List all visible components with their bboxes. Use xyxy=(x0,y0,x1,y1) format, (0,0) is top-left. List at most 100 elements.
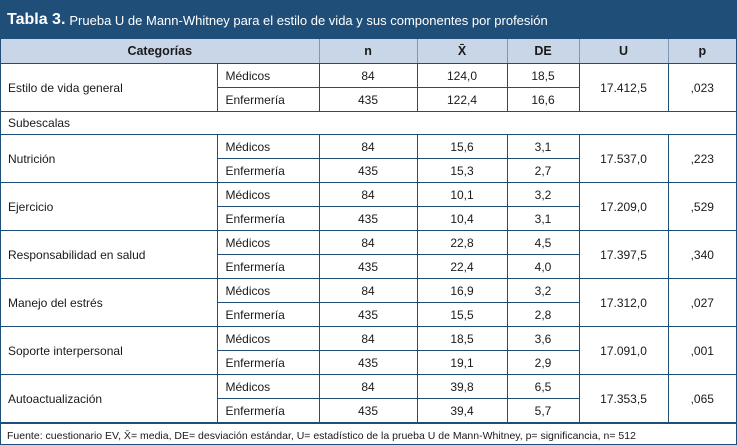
profession-cell: Enfermería xyxy=(217,302,320,327)
mean-cell: 15,5 xyxy=(416,302,508,327)
profession-cell: Enfermería xyxy=(217,158,320,183)
mean-cell: 39,8 xyxy=(416,374,508,399)
mean-cell: 10,4 xyxy=(416,206,508,231)
subscales-row: Subescalas xyxy=(1,111,737,135)
subscales-label: Subescalas xyxy=(1,111,737,135)
p-cell: ,027 xyxy=(667,278,737,327)
header-mean: X̄ xyxy=(416,39,508,64)
category-label: Manejo del estrés xyxy=(1,278,218,327)
table-row: Soporte interpersonal Médicos 84 18,5 3,6 17.… xyxy=(1,326,737,375)
de-cell: 3,2 xyxy=(506,278,580,303)
table-row: Responsabilidad en salud Médicos 84 22,8 4,5… xyxy=(1,230,737,279)
n-cell: 84 xyxy=(318,374,418,399)
mean-cell: 15,6 xyxy=(416,134,508,159)
header-categorias: Categorías xyxy=(1,39,320,64)
profession-cell: Médicos xyxy=(216,182,320,207)
n-cell: 435 xyxy=(318,87,418,112)
table-row: Enfermería 435 15,5 2,8 xyxy=(1,302,736,327)
profession-cell: Médicos xyxy=(216,278,320,303)
mean-cell: 39,4 xyxy=(416,398,508,423)
profession-cell: Enfermería xyxy=(217,350,320,375)
table-number: Tabla 3. xyxy=(7,11,66,28)
u-cell: 17.397,5 xyxy=(578,230,669,279)
table-title: Tabla 3. Prueba U de Mann-Whitney para e… xyxy=(1,1,736,39)
de-cell: 2,8 xyxy=(506,302,580,327)
n-cell: 84 xyxy=(318,182,418,207)
n-cell: 84 xyxy=(318,278,418,303)
u-cell: 17.312,0 xyxy=(578,278,669,327)
n-cell: 84 xyxy=(318,63,418,88)
table-row: Nutrición Médicos 84 15,6 3,1 17.537,0,223 xyxy=(1,134,737,183)
de-cell: 3,1 xyxy=(506,206,580,231)
table-row: Enfermería 435 39,4 5,7 xyxy=(1,398,736,423)
de-cell: 16,6 xyxy=(506,87,580,112)
mean-cell: 22,4 xyxy=(416,254,508,279)
table-row: Autoactualización Médicos 84 39,8 6,5 17.353,… xyxy=(1,374,737,423)
p-cell: ,340 xyxy=(667,230,737,279)
profession-cell: Médicos xyxy=(216,374,320,399)
n-cell: 435 xyxy=(318,206,418,231)
n-cell: 435 xyxy=(318,302,418,327)
profession-cell: Enfermería xyxy=(217,398,320,423)
u-cell: 17.537,0 xyxy=(578,134,669,183)
header-n: n xyxy=(318,39,418,64)
p-cell: ,223 xyxy=(667,134,737,183)
mean-cell: 122,4 xyxy=(416,87,508,112)
table-footnote: Fuente: cuestionario EV, X̄= media, DE= … xyxy=(1,423,736,442)
n-cell: 84 xyxy=(318,134,418,159)
profession-cell: Médicos xyxy=(216,134,320,159)
results-table: Categorías n X̄ DE U p Estilo de vida ge… xyxy=(1,39,737,423)
n-cell: 435 xyxy=(318,254,418,279)
de-cell: 18,5 xyxy=(506,63,580,88)
table-row: Enfermería 435 22,4 4,0 xyxy=(1,254,736,279)
profession-cell: Médicos xyxy=(216,230,320,255)
n-cell: 435 xyxy=(318,350,418,375)
de-cell: 3,6 xyxy=(506,326,580,351)
mean-cell: 124,0 xyxy=(416,63,508,88)
table-row: Enfermería 435 10,4 3,1 xyxy=(1,206,736,231)
de-cell: 4,5 xyxy=(506,230,580,255)
header-row: Categorías n X̄ DE U p xyxy=(1,39,737,64)
mean-cell: 16,9 xyxy=(416,278,508,303)
mean-cell: 18,5 xyxy=(416,326,508,351)
profession-cell: Enfermería xyxy=(217,206,320,231)
mean-cell: 10,1 xyxy=(416,182,508,207)
de-cell: 4,0 xyxy=(506,254,580,279)
n-cell: 435 xyxy=(318,158,418,183)
table-body: Estilo de vida general Médicos 84 124,0 … xyxy=(1,63,737,423)
table-row: Ejercicio Médicos 84 10,1 3,2 17.209,0,529 xyxy=(1,182,737,231)
de-cell: 3,1 xyxy=(506,134,580,159)
header-u: U xyxy=(578,39,669,64)
p-cell: ,001 xyxy=(667,326,737,375)
n-cell: 84 xyxy=(318,230,418,255)
de-cell: 6,5 xyxy=(506,374,580,399)
profession-cell: Médicos xyxy=(216,326,320,351)
p-cell: ,065 xyxy=(667,374,737,423)
table-row: Manejo del estrés Médicos 84 16,9 3,2 17.312,… xyxy=(1,278,737,327)
category-label: Nutrición xyxy=(1,134,218,183)
u-cell: 17.091,0 xyxy=(578,326,669,375)
header-p: p xyxy=(667,39,737,64)
table-caption: Prueba U de Mann-Whitney para el estilo … xyxy=(69,12,548,28)
category-label: Ejercicio xyxy=(1,182,218,231)
n-cell: 435 xyxy=(318,398,418,423)
mean-cell: 22,8 xyxy=(416,230,508,255)
p-cell: ,023 xyxy=(667,63,737,112)
header-de: DE xyxy=(506,39,580,64)
de-cell: 2,7 xyxy=(506,158,580,183)
mean-cell: 19,1 xyxy=(416,350,508,375)
de-cell: 3,2 xyxy=(506,182,580,207)
category-label: Soporte interpersonal xyxy=(1,326,218,375)
de-cell: 2,9 xyxy=(506,350,580,375)
table-row: Enfermería 435 15,3 2,7 xyxy=(1,158,736,183)
profession-cell: Enfermería xyxy=(217,254,320,279)
table-row: Estilo de vida general Médicos 84 124,0 … xyxy=(1,63,737,112)
profession-cell: Médicos xyxy=(216,63,320,88)
mean-cell: 15,3 xyxy=(416,158,508,183)
category-label: Autoactualización xyxy=(1,374,218,423)
n-cell: 84 xyxy=(318,326,418,351)
category-label: Estilo de vida general xyxy=(1,63,218,112)
p-cell: ,529 xyxy=(667,182,737,231)
u-cell: 17.412,5 xyxy=(578,63,669,112)
